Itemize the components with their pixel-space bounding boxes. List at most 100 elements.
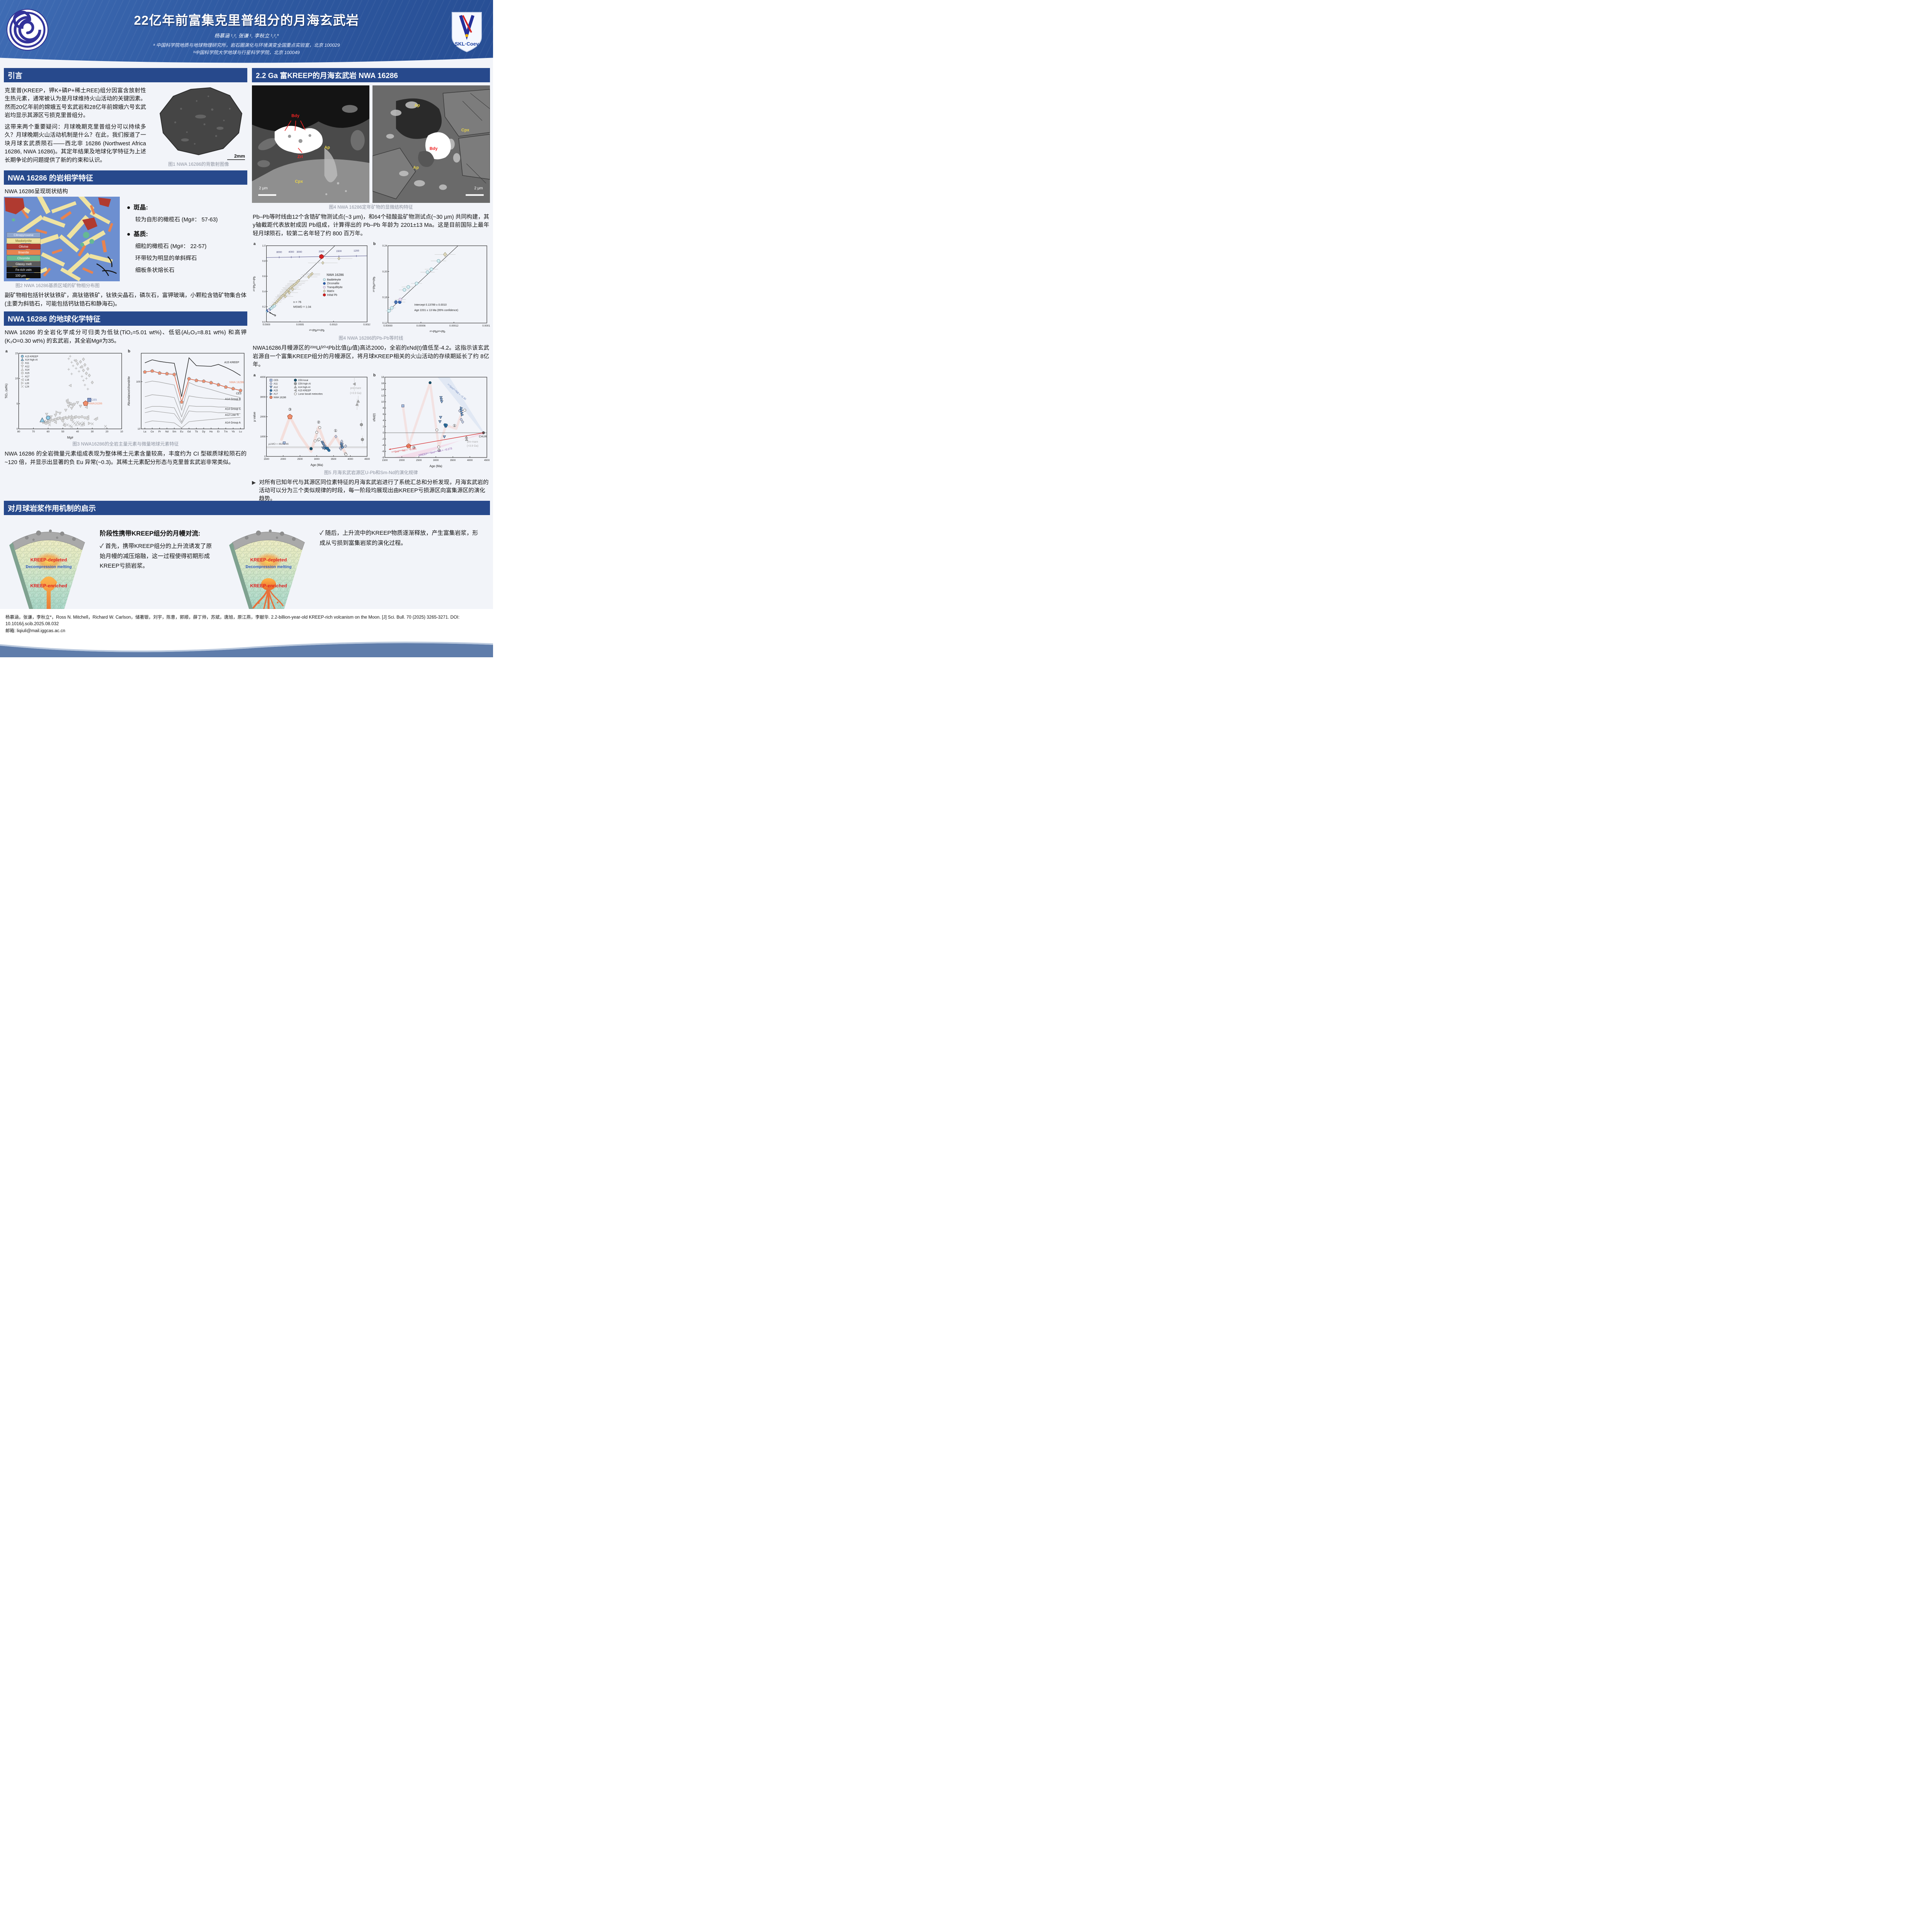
- mechanism-section: 对月球岩浆作用机制的启示: [4, 501, 490, 626]
- svg-text:1500: 1500: [264, 458, 269, 461]
- legend-item: Clinopyroxene: [7, 232, 41, 238]
- meteorite-image: [150, 85, 247, 160]
- svg-text:A11: A11: [25, 362, 29, 365]
- svg-text:L24: L24: [25, 386, 29, 388]
- svg-text:3000: 3000: [433, 459, 439, 462]
- svg-text:A14 Group B: A14 Group B: [225, 398, 241, 401]
- svg-text:0.16: 0.16: [382, 296, 387, 299]
- fig2-caption: 图2 NWA 16286基质区域的矿物相分布图: [15, 283, 100, 289]
- svg-text:3500: 3500: [331, 458, 337, 461]
- poster-title: 22亿年前富集克里普组分的月海玄武岩: [134, 13, 359, 27]
- petrology-subtitle: NWA 16286呈现斑状结构: [5, 188, 68, 195]
- label-kreep-depleted: KREEP-depleted: [250, 557, 287, 563]
- section-intro-header: 引言: [4, 68, 247, 82]
- footer-band: [0, 641, 493, 657]
- label-kreep-enriched: KREEP-enriched: [250, 583, 287, 588]
- svg-text:b: b: [128, 349, 130, 354]
- svg-text:(>3.9 Ga): (>3.9 Ga): [467, 445, 478, 447]
- svg-text:0: 0: [264, 455, 266, 458]
- legend-item: Fe-rich vein: [7, 267, 41, 273]
- svg-text:0.2: 0.2: [262, 306, 266, 308]
- svg-text:Mg#: Mg#: [67, 436, 73, 439]
- svg-text:2000: 2000: [319, 250, 325, 253]
- sem-label-ap: Ap: [324, 145, 330, 150]
- sem-right-image: [372, 85, 490, 203]
- svg-text:Er: Er: [217, 430, 220, 433]
- section-geochem-header: NWA 16286 的地球化学特征: [4, 311, 247, 326]
- sem-label-cpx: Cpx: [461, 128, 469, 133]
- svg-text:Tb: Tb: [195, 430, 198, 433]
- fig2-scalebar: 100 μm: [7, 273, 41, 279]
- dating-paragraph-1: Pb–Pb等时线由12个含锆矿物测试点(~3 μm)，和64个硅酸盐矿物测试点(…: [253, 214, 489, 237]
- fig3a-tio2-mg-chart: 80 70 60 50 40 30 20 10 0 5 10 15 Mg# TiO₂ (wt%) CE5 NW…: [4, 349, 125, 440]
- svg-text:0: 0: [17, 428, 18, 430]
- svg-text:L20: L20: [25, 382, 29, 385]
- svg-text:12: 12: [381, 395, 384, 397]
- sem-label-zrl: Zrl: [297, 155, 303, 160]
- svg-text:A14 Group A: A14 Group A: [225, 422, 241, 424]
- svg-text:50: 50: [61, 430, 65, 433]
- figure2-row: Clinopyroxene Maskelynite Olivine Ilmeni…: [4, 196, 247, 282]
- svg-text:0: 0: [383, 432, 384, 434]
- svg-text:3500: 3500: [450, 459, 456, 462]
- svg-text:Dy: Dy: [202, 430, 206, 433]
- svg-text:Age 2201 ± 13 Ma (95% confiden: Age 2201 ± 13 Ma (95% confidence): [414, 310, 458, 312]
- svg-text:A15: A15: [274, 389, 278, 392]
- svg-text:0.24: 0.24: [382, 245, 387, 248]
- svg-text:①: ①: [453, 424, 456, 428]
- petrology-accessory-text: 副矿物相包括针状钛铁矿，高钛铬铁矿，钛铁尖晶石，磷灰石，富钾玻璃，小颗粒含锆矿物…: [5, 293, 247, 307]
- fig5a-mu-age-chart: 1500 2000 2500 3000 3500 4000 4500 0 1000 2000 300…: [252, 372, 370, 468]
- legend-item: Olivine: [7, 244, 41, 250]
- footer-reference: 杨慕涵，张谦，李秋立*，Ross N. Mitchell，Richard W. …: [5, 614, 488, 634]
- geochem-paragraph-2: NWA 16286 的全岩微量元素组成表现为整体稀土元素含量较高，丰度约为 CI…: [5, 451, 247, 466]
- geochem-paragraph-1: NWA 16286 的全岩化学成分可归类为低钛(TiO₂=5.01 wt%)、低…: [5, 330, 247, 344]
- figure5-row: 1500 2000 2500 3000 3500 4000 4500 0 1000 2000 300…: [252, 372, 490, 468]
- svg-text:14: 14: [381, 388, 384, 391]
- svg-text:3000: 3000: [260, 396, 266, 398]
- svg-text:μ value: μ value: [253, 412, 256, 422]
- svg-text:A14 Group C: A14 Group C: [225, 408, 241, 410]
- svg-text:1.0: 1.0: [262, 245, 266, 247]
- svg-text:0.0000: 0.0000: [263, 323, 270, 326]
- label-kreep-depleted: KREEP-depleted: [30, 557, 67, 563]
- sem-left-scalebar: 2 μm: [259, 186, 268, 191]
- svg-text:b: b: [274, 314, 276, 317]
- svg-text:La: La: [143, 430, 146, 433]
- svg-text:1000: 1000: [260, 435, 266, 438]
- section-dating-header: 2.2 Ga 富KREEP的月海玄武岩 NWA 16286: [252, 68, 490, 82]
- poster-root: SKL·Coev 22亿年前富集克里普组分的月海玄武岩 杨慕涵 ¹,², 张谦 …: [0, 0, 493, 657]
- figure3-row: 80 70 60 50 40 30 20 10 0 5 10 15 Mg# TiO₂ (wt%) CE5 NW…: [4, 349, 247, 440]
- svg-text:²⁰⁴Pb/²⁰⁶Pb: ²⁰⁴Pb/²⁰⁶Pb: [430, 330, 446, 333]
- svg-text:10: 10: [120, 430, 123, 433]
- svg-text:A17: A17: [274, 393, 278, 395]
- affiliation-a: ᵃ 中国科学院地质与地球物理研究所，岩石圈演化与环境演变全国重点实验室，北京 1…: [153, 43, 340, 48]
- mechanism-check-1: ✓ 首先，携带KREEP组分的上升流诱发了原始月幔的减压熔融，这一过程使得初期形…: [100, 543, 212, 569]
- svg-text:②: ②: [437, 449, 441, 453]
- svg-text:15: 15: [15, 352, 18, 355]
- svg-text:L16: L16: [25, 379, 29, 381]
- svg-text:20: 20: [105, 430, 109, 433]
- label-kreep-enriched: KREEP-enriched: [30, 583, 67, 588]
- svg-text:Yb: Yb: [231, 430, 235, 433]
- svg-text:b: b: [373, 373, 376, 378]
- sem-image-left: Bdy Zrl Ap Cpx 2 μm: [252, 85, 369, 203]
- svg-text:Zirconalite: Zirconalite: [327, 282, 339, 285]
- svg-text:NWA16286: NWA16286: [88, 403, 102, 405]
- svg-text:4000: 4000: [348, 458, 354, 461]
- svg-text:3000: 3000: [297, 251, 303, 253]
- header-curve: [0, 58, 493, 65]
- legend-item: Glassy melt: [7, 261, 41, 267]
- bullet-item: 较为自形的橄榄石 (Mg#： 57-63): [135, 216, 218, 223]
- svg-text:Intercept 0.13789 ± 0.0010: Intercept 0.13789 ± 0.0010: [414, 304, 447, 306]
- svg-text:3000: 3000: [314, 458, 320, 461]
- legend-item: Chromite: [7, 255, 41, 261]
- svg-text:Baddeleyite: Baddeleyite: [327, 279, 341, 281]
- svg-text:4: 4: [383, 419, 384, 422]
- svg-text:εNd(t): εNd(t): [372, 413, 376, 422]
- sem-left-image: [252, 85, 369, 203]
- svg-text:Abundance/chondrite: Abundance/chondrite: [127, 376, 131, 406]
- bullet-item: 环带较为明显的单斜辉石: [135, 255, 197, 262]
- svg-text:CE6 high-Al: CE6 high-Al: [298, 383, 311, 385]
- svg-text:4000: 4000: [467, 459, 473, 462]
- intro-paragraph-1: 克里普(KREEP，钾K+磷P+稀土REE)组分因富含放射性生热元素，通常被认为…: [5, 88, 146, 119]
